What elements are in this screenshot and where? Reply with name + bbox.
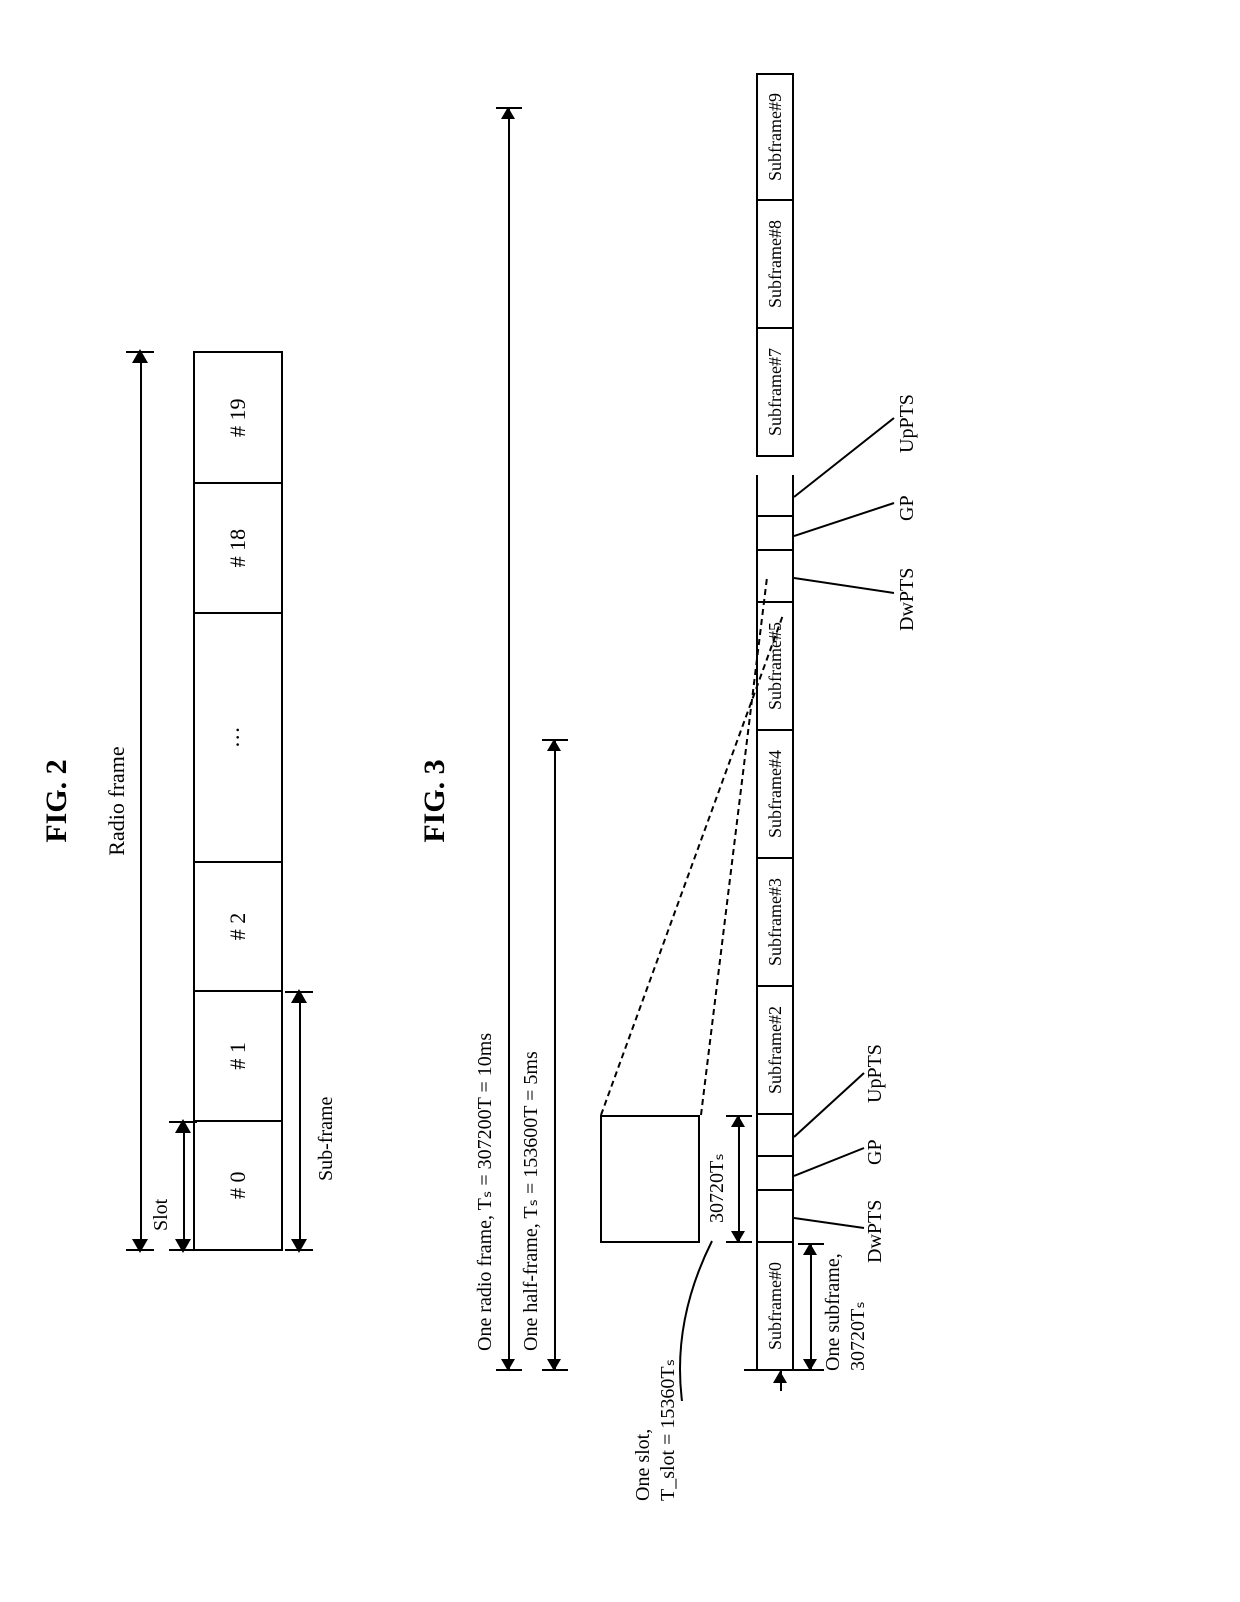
slot-cell: # 1 — [195, 990, 281, 1119]
special6-callouts — [794, 343, 914, 603]
subframe-cell: Subframe#4 — [756, 731, 794, 859]
slot-dimension — [173, 1121, 193, 1251]
subframe-cell: Subframe#0 — [756, 1243, 794, 1371]
one-slot-callout — [662, 1231, 722, 1401]
one-subframe-dimension — [802, 101, 820, 1501]
slot-duration-label: 30720Tₛ — [704, 1153, 729, 1223]
radio-frame-dimension — [130, 351, 150, 1251]
slot-cell: # 19 — [195, 353, 281, 482]
fig2-diagram: Radio frame Slot # 0 # 1 # 2 ··· # 18 # … — [104, 351, 338, 1251]
half-frame-dimension — [546, 101, 564, 1501]
slot-label: Slot — [150, 351, 173, 1231]
subframe-cell: Subframe#3 — [756, 859, 794, 987]
expanded-special-subframe — [600, 1115, 700, 1243]
uppts-label-2: UpPTS — [896, 394, 919, 453]
subframe-dimension — [289, 991, 309, 1251]
subframe-gap — [756, 457, 794, 475]
uppts-label-1: UpPTS — [864, 1044, 887, 1103]
slot-cell: # 2 — [195, 861, 281, 990]
slot-duration-dimension — [730, 101, 748, 1501]
radio-frame-label: Radio frame — [104, 351, 130, 1251]
fig3-diagram: One radio frame, Tₛ = 307200T = 10ms One… — [472, 101, 992, 1501]
special-subframe-1 — [756, 1115, 794, 1243]
slot-cell: # 18 — [195, 482, 281, 611]
subframe-row: Subframe#0 Subframe#2 Subframe#3 Subfram… — [756, 73, 794, 1371]
dwpts-label-1: DwPTS — [864, 1200, 887, 1263]
subframe-cell: Subframe#8 — [756, 201, 794, 329]
subframe-cell: Subframe#5 — [756, 603, 794, 731]
slot-cell: # 0 — [195, 1120, 281, 1249]
subframe-label: Sub-frame — [315, 351, 338, 1181]
fig2-slot-row: # 0 # 1 # 2 ··· # 18 # 19 — [193, 351, 283, 1251]
gp-label-2: GP — [896, 495, 919, 521]
fig2-title: FIG. 2 — [40, 60, 74, 1542]
special-subframe-6 — [756, 475, 794, 603]
radio-frame-label: One radio frame, Tₛ = 307200T = 10ms — [472, 1033, 497, 1351]
gp-label-1: GP — [864, 1139, 887, 1165]
radio-frame-dimension — [500, 101, 518, 1501]
dwpts-label-2: DwPTS — [896, 568, 919, 631]
fig3-title: FIG. 3 — [418, 60, 452, 1542]
subframe-cell: Subframe#7 — [756, 329, 794, 457]
slot-cell-ellipsis: ··· — [195, 612, 281, 861]
one-subframe-label: One subframe, 30720Tₛ — [822, 1253, 870, 1371]
subframe-cell: Subframe#9 — [756, 73, 794, 201]
subframe-cell: Subframe#2 — [756, 987, 794, 1115]
half-frame-label: One half-frame, Tₛ = 153600T = 5ms — [518, 1051, 543, 1351]
